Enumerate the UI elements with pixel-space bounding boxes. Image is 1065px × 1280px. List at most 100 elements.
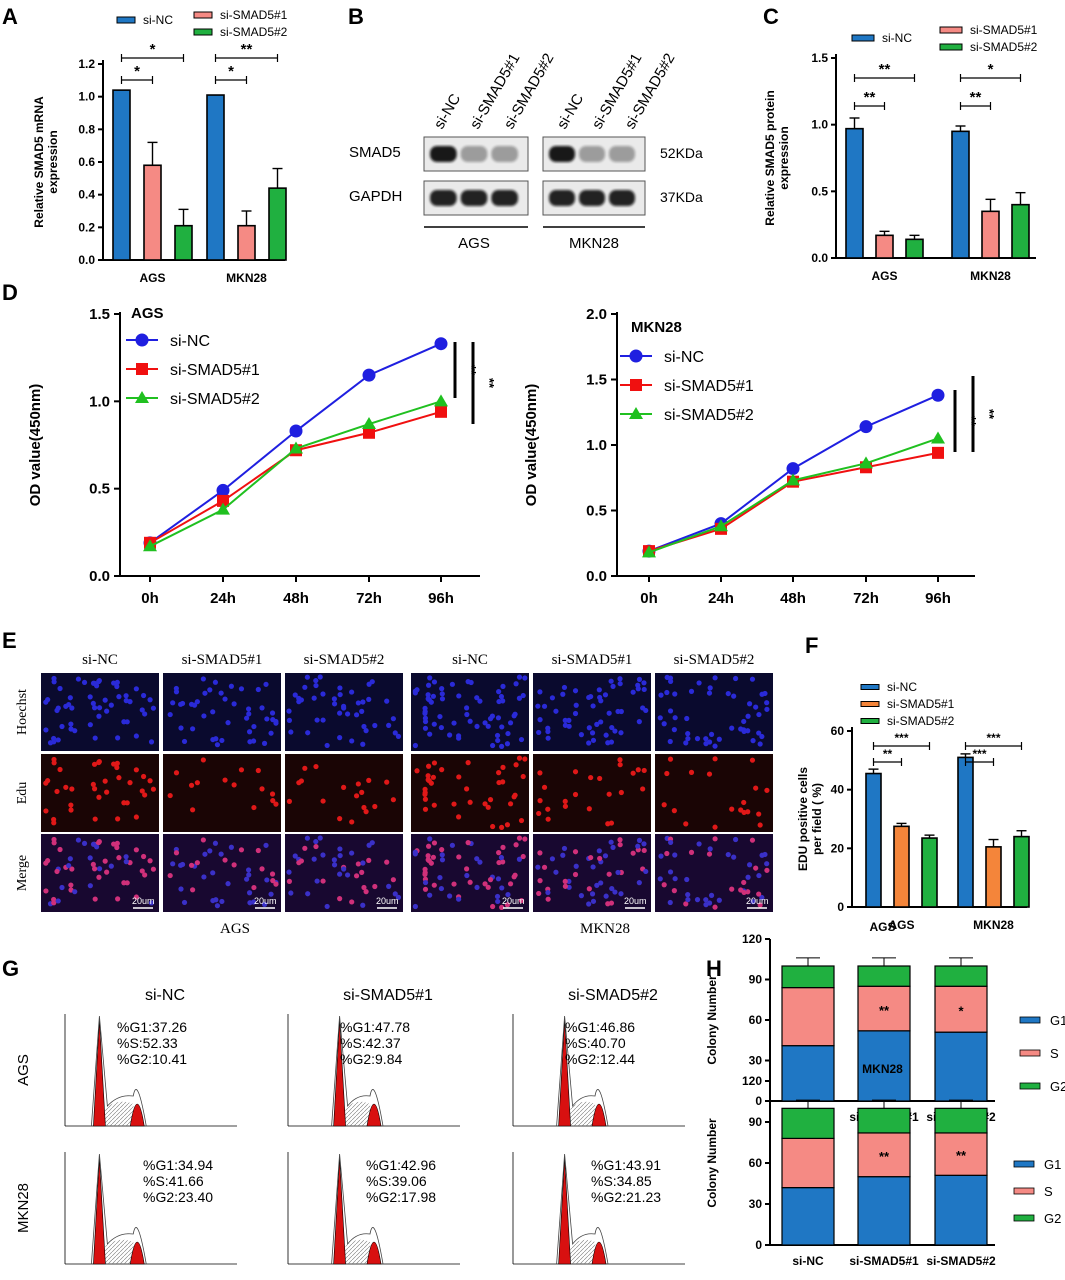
cell-nucleus: [386, 883, 392, 889]
cell-nucleus: [636, 837, 643, 843]
cell-nucleus: [707, 685, 713, 691]
cell-nucleus: [320, 852, 326, 858]
cell-nucleus: [447, 893, 453, 899]
cell-nucleus: [359, 869, 365, 875]
significance-label: **: [879, 61, 891, 78]
cell-nucleus: [225, 720, 231, 726]
cell-nucleus: [668, 839, 674, 846]
cell-nucleus: [586, 740, 592, 746]
cell-nucleus: [69, 705, 75, 711]
cell-nucleus: [246, 872, 252, 878]
cell-nucleus: [369, 840, 375, 846]
cell-nucleus: [313, 838, 319, 845]
cell-nucleus: [140, 853, 147, 860]
cell-nucleus: [116, 694, 122, 700]
y-tick-label: 0: [837, 900, 844, 914]
cell-nucleus: [757, 902, 763, 908]
cell-nucleus: [537, 689, 543, 695]
cell-nucleus: [694, 736, 701, 742]
cell-nucleus: [116, 855, 122, 861]
cell-nucleus: [324, 742, 330, 749]
cell-nucleus: [425, 773, 431, 779]
bar-AGS-si-SMAD5#2: [905, 238, 924, 259]
cell-nucleus: [672, 852, 678, 858]
legend-swatch-s1: [939, 26, 963, 34]
cell-nucleus: [422, 725, 429, 731]
cell-nucleus: [499, 885, 505, 891]
cell-nucleus: [59, 723, 65, 730]
cell-nucleus: [474, 695, 480, 701]
cell-nucleus: [630, 770, 636, 776]
cell-nucleus: [586, 806, 592, 812]
significance-label: ***: [972, 747, 986, 761]
cell-nucleus: [683, 740, 689, 746]
cell-nucleus: [292, 692, 298, 698]
cell-nucleus: [636, 880, 642, 886]
cell-nucleus: [757, 741, 763, 747]
blot-group-label: MKN28: [569, 235, 619, 252]
x-tick-label: 72h: [853, 590, 879, 607]
cell-nucleus: [66, 701, 72, 708]
g1-peak: [558, 1019, 571, 1127]
cell-nucleus: [716, 736, 722, 742]
significance-label: **: [241, 41, 253, 58]
cell-nucleus: [302, 765, 308, 771]
bar-MKN28-si-SMAD5#2: [1011, 203, 1030, 259]
cell-nucleus: [170, 861, 176, 867]
cell-nucleus: [147, 858, 153, 864]
y-tick-label: 120: [742, 932, 762, 946]
cell-nucleus: [578, 893, 584, 899]
cell-nucleus: [428, 699, 434, 705]
cell-nucleus: [173, 689, 180, 695]
legend-label: si-SMAD5#1: [664, 378, 754, 395]
cell-nucleus: [133, 767, 139, 773]
cell-nucleus: [286, 717, 293, 723]
cell-nucleus: [588, 774, 594, 781]
blot-band: [491, 146, 518, 162]
cell-nucleus: [708, 731, 715, 737]
cell-nucleus: [594, 882, 600, 888]
legend-swatch-nc: [116, 16, 136, 24]
cell-nucleus: [353, 793, 360, 799]
cell-nucleus: [603, 893, 609, 899]
marker-si-SMAD5#2: [931, 431, 945, 444]
cell-nucleus: [111, 841, 117, 847]
cell-nucleus: [541, 784, 548, 790]
cell-nucleus: [201, 713, 207, 719]
cell-nucleus: [513, 762, 519, 768]
cell-nucleus: [573, 702, 579, 708]
cell-nucleus: [337, 815, 343, 822]
scale-bar-label: 20um: [132, 896, 155, 906]
cell-nucleus: [91, 761, 98, 767]
cell-nucleus: [522, 756, 528, 762]
cell-nucleus: [764, 700, 770, 706]
cell-nucleus: [641, 767, 647, 774]
cell-nucleus: [706, 851, 713, 857]
cell-nucleus: [422, 870, 428, 876]
legend-swatch-s1: [860, 701, 880, 707]
cell-nucleus: [359, 789, 365, 795]
cell-nucleus: [606, 710, 612, 716]
cell-nucleus: [467, 718, 473, 724]
cell-nucleus: [270, 878, 276, 884]
cell-nucleus: [57, 685, 63, 692]
significance-label: **: [482, 378, 497, 389]
cell-nucleus: [361, 884, 367, 891]
cell-nucleus: [302, 684, 308, 690]
cell-nucleus: [422, 806, 429, 812]
cell-nucleus: [245, 867, 252, 873]
stack-segment-S: [934, 1132, 988, 1176]
cell-nucleus: [746, 701, 753, 707]
legend-label-s2: si-SMAD5#2: [887, 714, 955, 728]
y-axis-label: per field ( %): [810, 783, 824, 855]
cell-nucleus: [359, 708, 365, 714]
cell-nucleus: [464, 872, 470, 879]
cell-nucleus: [688, 849, 695, 855]
cell-nucleus: [667, 756, 674, 762]
flow-stat: %S:34.85: [591, 1173, 652, 1189]
cell-nucleus: [617, 676, 623, 682]
stack-segment-G2: [934, 965, 988, 987]
y-tick-label: 0.8: [78, 122, 95, 136]
cell-nucleus: [597, 694, 603, 701]
panel-label-b: B: [348, 4, 364, 29]
